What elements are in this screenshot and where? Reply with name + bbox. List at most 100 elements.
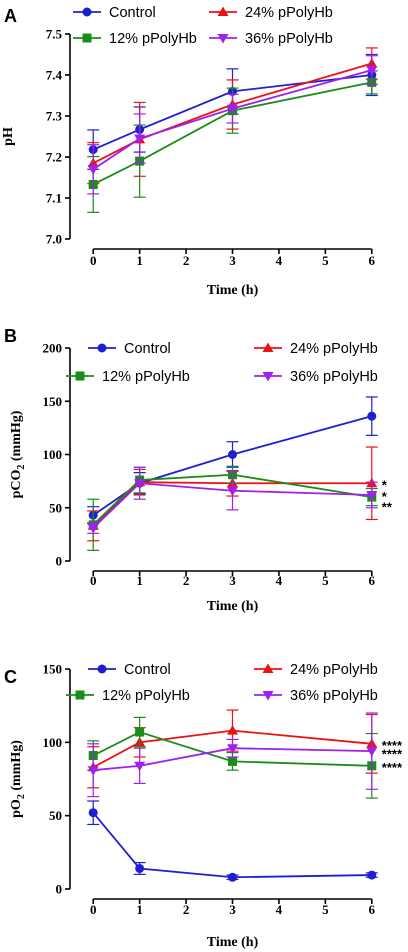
legend-label: 12% pPolyHb (109, 31, 197, 47)
y-tick-label: 150 (43, 394, 63, 409)
y-tick-label: 150 (43, 662, 63, 677)
legend-item-12pct-ppolyhb: 12% pPolyHb (66, 688, 190, 704)
y-axis-label-unit: (mmHg) (9, 410, 24, 464)
legend-marker (262, 342, 274, 352)
x-tick-label: 4 (276, 902, 283, 917)
series-line (92, 62, 373, 164)
legend-label: 24% pPolyHb (290, 341, 378, 357)
series-line (92, 415, 373, 516)
y-tick-label: 100 (43, 447, 63, 462)
data-point (228, 872, 237, 882)
data-point (366, 66, 378, 76)
significance-label: **** (382, 760, 403, 775)
x-axis-label: Time (h) (207, 283, 259, 298)
series-line (93, 747, 372, 772)
y-tick-label: 7.3 (46, 109, 63, 124)
legend-marker (97, 343, 107, 353)
legend-marker (262, 663, 274, 673)
panel-letter: A (4, 6, 17, 26)
data-point (87, 523, 99, 534)
data-point (228, 450, 237, 459)
x-tick-label: 4 (276, 573, 283, 588)
series-line (92, 731, 372, 767)
x-tick-label: 2 (183, 573, 190, 588)
legend-item-control: Control (88, 341, 171, 357)
data-point (134, 134, 146, 145)
x-axis-label: Time (h) (207, 599, 259, 614)
y-axis-label-main: pO (9, 799, 24, 818)
x-tick-label: 5 (322, 902, 329, 917)
x-tick-label: 1 (136, 573, 143, 588)
panel-letter: B (4, 326, 17, 346)
x-tick-label: 5 (322, 573, 329, 588)
data-point (367, 870, 377, 880)
x-tick-label: 1 (136, 253, 143, 268)
significance-label: ** (382, 500, 393, 515)
y-tick-label: 7.1 (46, 191, 62, 206)
legend-label: 36% pPolyHb (290, 688, 378, 704)
x-tick-label: 3 (229, 573, 236, 588)
legend-label: Control (124, 341, 171, 357)
x-tick-label: 3 (229, 253, 236, 268)
y-tick-label: 100 (43, 735, 63, 750)
series-12pct-ppolyhb (87, 70, 378, 213)
data-point (87, 165, 99, 175)
legend-item-12pct-ppolyhb: 12% pPolyHb (66, 369, 190, 385)
legend-item-24pct-ppolyhb: 24% pPolyHb (209, 5, 333, 21)
y-tick-label: 200 (43, 341, 63, 356)
y-tick-label: 7.2 (46, 150, 62, 165)
legend-item-12pct-ppolyhb: 12% pPolyHb (73, 31, 197, 47)
data-point (228, 756, 237, 766)
legend-marker (217, 34, 229, 44)
y-axis-label: pCO2 (mmHg) (9, 410, 27, 498)
data-point (227, 744, 238, 754)
data-point (367, 411, 377, 421)
legend-label: Control (109, 5, 156, 21)
x-tick-label: 2 (183, 253, 190, 268)
data-point (366, 747, 378, 757)
x-tick-label: 0 (90, 902, 97, 917)
x-tick-label: 2 (183, 902, 190, 917)
x-tick-label: 0 (90, 253, 97, 268)
x-tick-label: 4 (276, 253, 283, 268)
legend-item-control: Control (73, 5, 156, 21)
data-point (227, 104, 238, 115)
legend-item-36pct-ppolyhb: 36% pPolyHb (254, 369, 378, 385)
legend-marker (75, 371, 85, 381)
legend-label: Control (124, 662, 171, 678)
y-tick-label: 7.4 (46, 68, 63, 83)
y-axis-label: pO2 (mmHg) (9, 740, 27, 818)
series-line (92, 481, 372, 527)
x-axis-label: Time (h) (207, 935, 259, 950)
x-tick-label: 6 (369, 573, 376, 588)
legend-label: 24% pPolyHb (245, 5, 333, 21)
legend-marker (262, 691, 274, 701)
data-point (134, 761, 146, 772)
data-point (88, 808, 98, 818)
series-control (87, 800, 378, 882)
panel-letter: C (4, 667, 17, 687)
significance-label: * (382, 477, 388, 492)
legend-item-control: Control (88, 662, 171, 678)
legend-marker (82, 7, 92, 17)
legend-item-24pct-ppolyhb: 24% pPolyHb (254, 662, 378, 678)
x-tick-label: 6 (369, 253, 376, 268)
legend-item-36pct-ppolyhb: 36% pPolyHb (254, 688, 378, 704)
legend-label: 36% pPolyHb (245, 31, 333, 47)
series-line (92, 729, 372, 769)
significance-label: **** (382, 738, 403, 753)
legend-marker (82, 33, 92, 43)
data-point (87, 766, 99, 776)
series-36pct-ppolyhb (87, 712, 378, 798)
data-point (134, 479, 146, 489)
y-axis-label-subscript: 2 (16, 794, 27, 799)
x-tick-label: 6 (369, 902, 376, 917)
data-point (366, 490, 378, 501)
legend-marker (75, 690, 85, 700)
data-point (135, 727, 145, 737)
legend-item-24pct-ppolyhb: 24% pPolyHb (254, 341, 378, 357)
legend-marker (97, 664, 107, 674)
